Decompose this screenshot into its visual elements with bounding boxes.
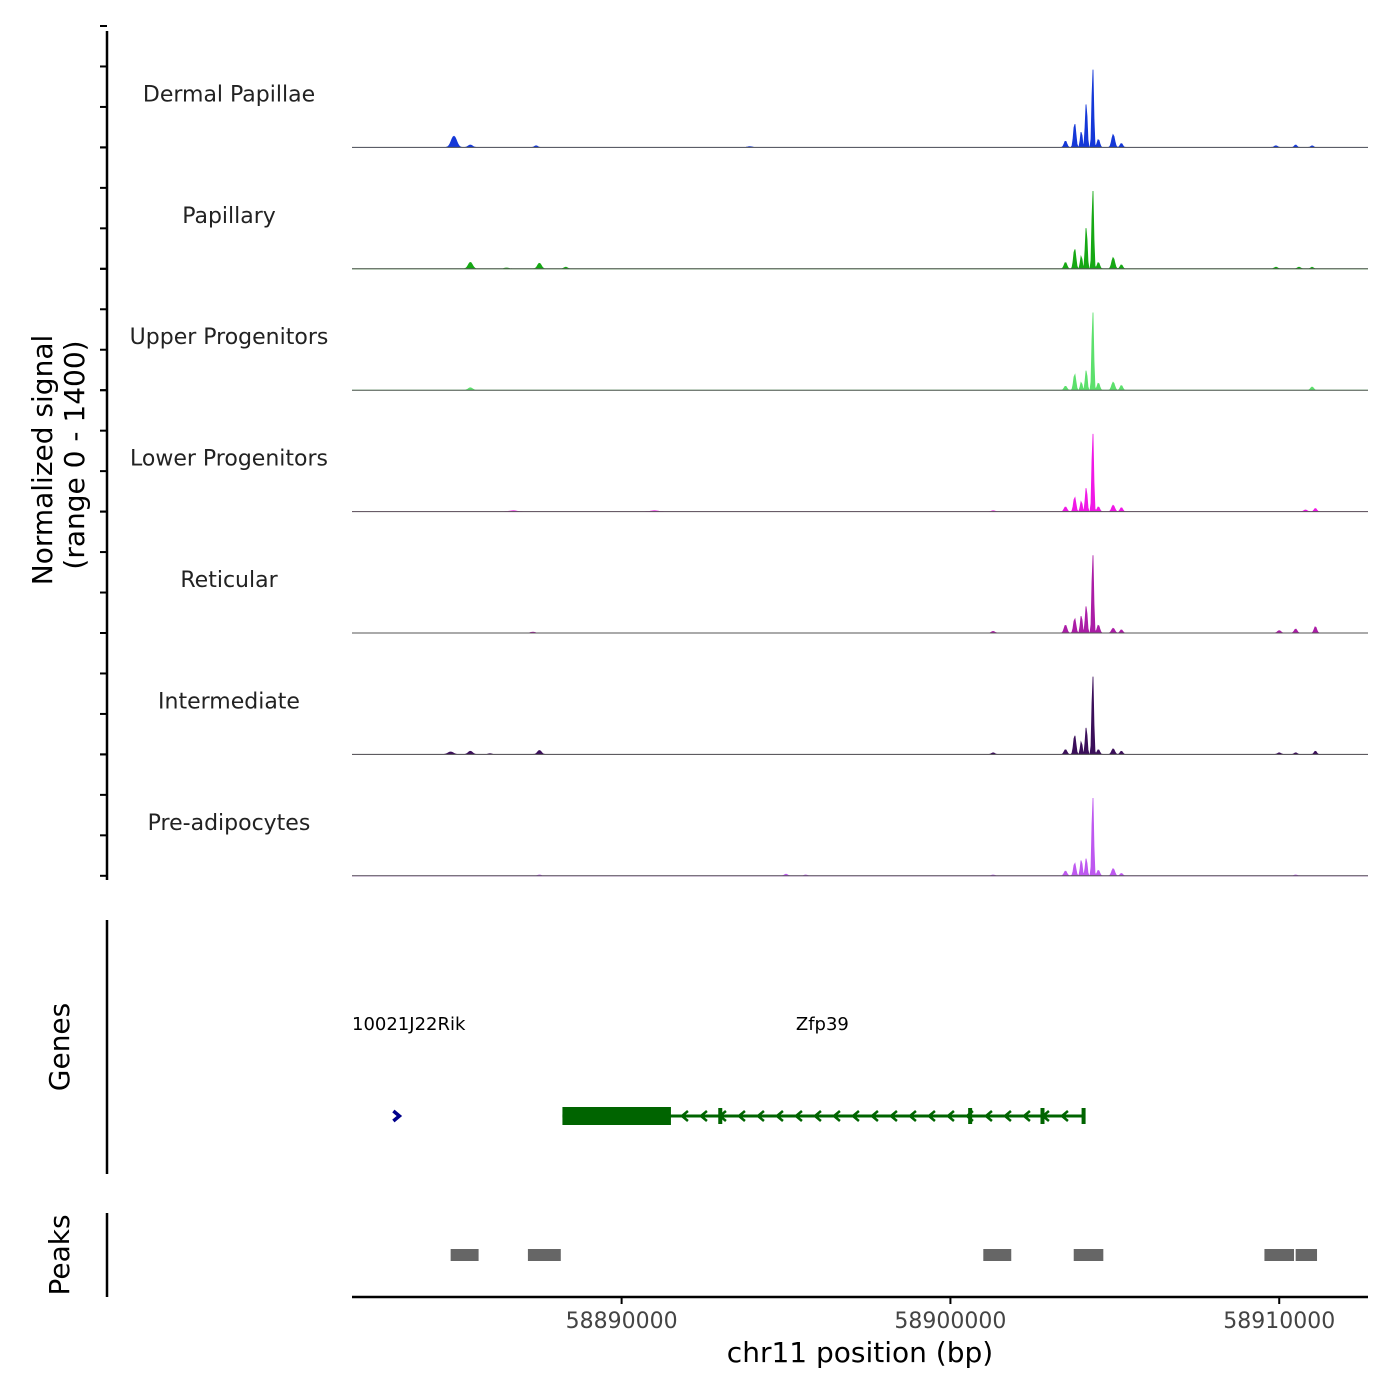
strand-arrow [926, 1110, 936, 1122]
strand-arrow [907, 1110, 917, 1122]
strand-arrow [698, 1110, 708, 1122]
peak-region [450, 1249, 479, 1261]
signal-y-axis [100, 25, 109, 880]
peak-region [527, 1249, 561, 1261]
gene-label: 10021J22Rik [352, 1014, 466, 1035]
gene-exon [1081, 1108, 1086, 1124]
strand-arrow [717, 1110, 727, 1122]
track-label: Papillary [182, 204, 276, 229]
strand-arrow [1021, 1110, 1031, 1122]
strand-arrow [945, 1110, 955, 1122]
strand-arrow [774, 1110, 784, 1122]
strand-arrow [1059, 1110, 1069, 1122]
signal-area [352, 312, 1368, 391]
signal-area [352, 798, 1368, 877]
x-tick-label: 58910000 [1223, 1309, 1335, 1334]
peak-region [1295, 1249, 1318, 1261]
track-label: Lower Progenitors [130, 447, 328, 472]
strand-arrow [793, 1110, 803, 1122]
y-axis-range: (range 0 - 1400) [58, 340, 91, 569]
x-tick-label: 58900000 [894, 1309, 1006, 1334]
x-tick-label: 58890000 [566, 1309, 678, 1334]
signal-area [352, 676, 1368, 755]
y-axis-title: Normalized signal [26, 335, 59, 586]
signal-area [352, 555, 1368, 634]
strand-arrow [736, 1110, 746, 1122]
track-label: Intermediate [158, 689, 300, 714]
peak-regions [450, 1249, 1318, 1261]
gene-annotations: 10021J22Rik Zfp39 [352, 1014, 1086, 1125]
signal-area [352, 69, 1368, 148]
signal-tracks: Dermal Papillae Papillary Upper Progenitor… [130, 69, 1368, 877]
strand-arrow [964, 1110, 974, 1122]
track-label: Reticular [180, 568, 278, 593]
signal-area [352, 191, 1368, 270]
peak-region [983, 1249, 1012, 1261]
strand-arrow [755, 1110, 765, 1122]
track-label: Dermal Papillae [143, 82, 315, 107]
x-axis: 58890000 58900000 58910000 [352, 1295, 1368, 1334]
strand-arrow [869, 1110, 879, 1122]
strand-arrow [831, 1110, 841, 1122]
peak-region [1264, 1249, 1295, 1261]
genes-track-label: Genes [43, 1003, 76, 1091]
strand-arrow [679, 1110, 689, 1122]
strand-arrow [812, 1110, 822, 1122]
signal-area [352, 433, 1368, 512]
gene-label: Zfp39 [796, 1014, 849, 1035]
strand-arrow [1002, 1110, 1012, 1122]
peaks-track-label: Peaks [43, 1214, 76, 1295]
strand-arrow [888, 1110, 898, 1122]
track-label: Upper Progenitors [130, 325, 329, 350]
track-label: Pre-adipocytes [148, 811, 311, 836]
strand-arrow [1040, 1110, 1050, 1122]
strand-arrow [983, 1110, 993, 1122]
gene-exon [562, 1107, 671, 1125]
peak-region [1073, 1249, 1104, 1261]
gene-exon [968, 1108, 973, 1124]
gene-body [392, 1109, 403, 1123]
x-axis-title: chr11 position (bp) [727, 1336, 993, 1369]
strand-arrow [850, 1110, 860, 1122]
